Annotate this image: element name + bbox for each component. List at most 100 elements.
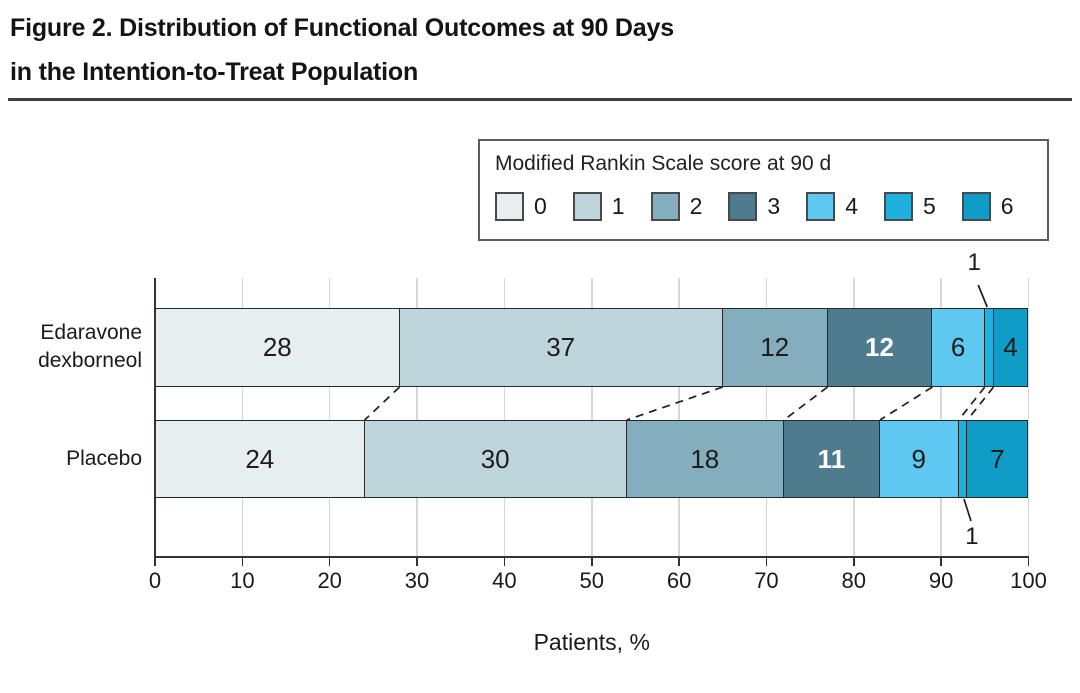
callout-leader-line [963, 498, 972, 522]
legend-swatch-mrs-4 [806, 192, 836, 221]
bar-row-placebo: 24 30 18 11 9 7 [155, 420, 1029, 498]
segment-value-label: 9 [911, 443, 926, 474]
category-label-line: Edaravone [40, 321, 142, 344]
x-tick-0 [154, 556, 156, 566]
bar-segment-mrs-3: 11 [783, 420, 880, 498]
gridline-30 [416, 278, 418, 556]
legend-item-label: 3 [767, 193, 781, 219]
figure-title-line2: in the Intention-to-Treat Population [10, 58, 419, 86]
x-tick-label-70: 70 [754, 568, 779, 593]
connector-dashed-line [879, 386, 933, 421]
x-tick-label-100: 100 [1010, 568, 1047, 593]
legend-item-mrs-1: 1 [572, 192, 625, 221]
legend-item-label: 5 [922, 193, 936, 219]
callout-label-top: 1 [967, 249, 981, 276]
bar-segment-mrs-1: 30 [364, 420, 627, 498]
x-tick-label-20: 20 [317, 568, 342, 593]
x-tick-label-30: 30 [404, 568, 430, 593]
bar-segment-mrs-4: 6 [932, 308, 985, 387]
segment-value-label: 12 [865, 332, 894, 362]
x-tick-10 [241, 556, 244, 566]
category-label-placebo: Placebo [0, 445, 142, 473]
x-tick-label-0: 0 [148, 568, 162, 593]
x-tick-100 [1027, 556, 1030, 566]
segment-value-label: 7 [990, 443, 1005, 474]
gridline-80 [853, 278, 855, 556]
gridline-50 [591, 278, 593, 556]
x-tick-60 [678, 556, 680, 566]
legend-swatch-mrs-6 [961, 192, 991, 221]
gridline-20 [328, 278, 331, 556]
bar-segment-mrs-5 [984, 308, 994, 387]
x-tick-20 [328, 556, 331, 566]
connector-dashed-line [364, 386, 401, 421]
x-tick-40 [503, 556, 506, 566]
connector-lines [364, 284, 995, 522]
segment-value-label: 30 [480, 443, 510, 474]
segment-value-label: 37 [546, 332, 576, 362]
callout-label-bottom: 1 [965, 523, 979, 550]
title-divider [8, 98, 1072, 101]
y-axis-line [154, 278, 156, 558]
segment-value-label: 6 [950, 332, 966, 362]
gridline-90 [940, 278, 942, 556]
legend-swatch-mrs-0 [495, 192, 524, 221]
bar-segment-mrs-3: 12 [827, 308, 933, 387]
gridline-10 [241, 278, 244, 556]
legend-item-mrs-6: 6 [961, 192, 1014, 221]
gridline-70 [765, 278, 768, 556]
legend-item-label: 2 [689, 193, 703, 219]
bar-segment-mrs-0: 28 [155, 308, 400, 387]
legend-box: Modified Rankin Scale score at 90 d 0 1 2 3… [478, 139, 1049, 241]
category-label-edaravone: Edaravone dexborneol [0, 319, 142, 375]
bar-segment-mrs-4: 9 [879, 420, 959, 498]
legend-item-label: 4 [845, 193, 858, 219]
x-tick-label-90: 90 [928, 568, 954, 593]
bar-row-edaravone: 28 37 12 12 6 4 [155, 308, 1029, 387]
x-tick-label-60: 60 [666, 568, 692, 593]
segment-value-label: 4 [1003, 332, 1018, 362]
legend-title: Modified Rankin Scale score at 90 d [495, 152, 832, 175]
x-tick-70 [765, 556, 768, 566]
legend-swatch-mrs-5 [883, 192, 913, 221]
bar-segment-mrs-6: 4 [993, 308, 1029, 387]
legend-item-label: 1 [611, 193, 625, 219]
x-tick-80 [853, 556, 855, 566]
x-tick-label-10: 10 [230, 568, 255, 593]
x-tick-label-50: 50 [579, 568, 604, 593]
bar-segment-mrs-1: 37 [399, 308, 723, 387]
x-axis-title: Patients, % [533, 629, 650, 655]
legend-item-mrs-3: 3 [728, 192, 780, 221]
connector-dashed-line [626, 386, 724, 421]
bar-segment-mrs-2: 18 [626, 420, 784, 498]
segment-value-label: 28 [262, 332, 292, 362]
legend-item-mrs-5: 5 [883, 192, 936, 221]
legend-swatch-mrs-2 [650, 192, 680, 221]
category-label-line: Placebo [66, 447, 142, 470]
x-tick-50 [590, 556, 593, 566]
legend-item-label: 0 [534, 193, 547, 219]
bar-segment-mrs-0: 24 [155, 420, 365, 498]
callout-leader-line [977, 284, 988, 308]
legend-items: 0 1 2 3 4 5 6 [495, 192, 1014, 221]
legend-item-mrs-4: 4 [806, 192, 858, 221]
legend-item-mrs-0: 0 [495, 192, 547, 221]
legend-item-mrs-2: 2 [650, 192, 703, 221]
figure-title: Figure 2. Distribution of Functional Out… [10, 6, 674, 94]
bar-segment-mrs-5 [958, 420, 968, 498]
legend-item-label: 6 [1000, 193, 1014, 219]
x-tick-label-80: 80 [841, 568, 867, 593]
gridline-40 [503, 278, 506, 556]
connector-dashed-line [783, 386, 829, 421]
x-tick-label-40: 40 [492, 568, 517, 593]
bar-segment-mrs-2: 12 [722, 308, 828, 387]
connector-dashed-line [957, 386, 986, 421]
x-tick-30 [416, 556, 418, 566]
bar-segment-mrs-6: 7 [967, 420, 1029, 498]
segment-value-label: 18 [690, 443, 720, 474]
x-tick-90 [940, 556, 942, 566]
segment-value-label: 12 [760, 332, 790, 362]
segment-value-label: 11 [817, 443, 846, 474]
gridline-100 [1027, 278, 1030, 556]
